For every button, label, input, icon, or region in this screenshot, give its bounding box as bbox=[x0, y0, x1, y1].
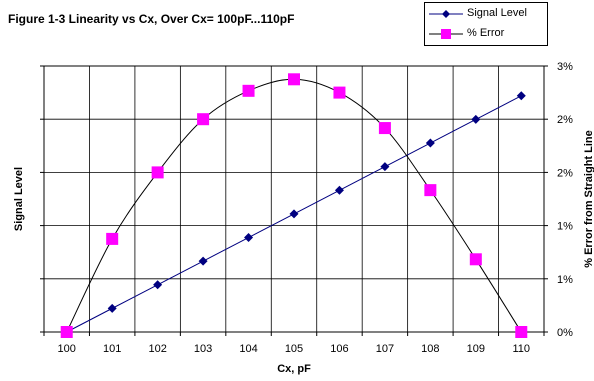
y-right-axis-ticks: 0% 1% 1% 2% 2% 3% bbox=[557, 61, 573, 339]
legend-swatch-signal-level bbox=[429, 10, 463, 18]
legend-label-error: % Error bbox=[467, 27, 505, 39]
x-axis-label: Cx, pF bbox=[277, 363, 311, 375]
data-point-error bbox=[242, 84, 255, 97]
x-tick-label: 100 bbox=[58, 343, 76, 355]
x-tick-label: 105 bbox=[285, 343, 303, 355]
x-tick-label: 110 bbox=[512, 343, 530, 355]
data-point-error bbox=[469, 253, 482, 266]
data-point-signal-level bbox=[516, 91, 526, 101]
y-right-tick-label: 2% bbox=[557, 167, 573, 179]
data-point-error bbox=[333, 86, 346, 99]
data-point-signal-level bbox=[380, 162, 390, 172]
data-point-signal-level bbox=[289, 209, 299, 219]
y-right-tick-label: 1% bbox=[557, 221, 573, 233]
x-axis-ticks: 100 101 102 103 104 105 106 107 108 109 110 bbox=[58, 343, 530, 355]
data-point-signal-level bbox=[107, 303, 117, 313]
x-tick-label: 104 bbox=[239, 343, 257, 355]
plot-area bbox=[43, 65, 545, 333]
data-point-signal-level bbox=[471, 114, 481, 124]
legend-swatch-error bbox=[429, 29, 463, 39]
x-tick-label: 102 bbox=[148, 343, 166, 355]
data-point-error bbox=[288, 73, 300, 86]
gridlines bbox=[40, 65, 548, 336]
y-right-tick-label: 1% bbox=[557, 274, 573, 286]
data-point-signal-level bbox=[153, 280, 163, 290]
x-tick-label: 107 bbox=[376, 343, 394, 355]
legend: Signal Level % Error bbox=[424, 2, 548, 46]
data-point-error bbox=[515, 326, 528, 338]
y-right-tick-label: 3% bbox=[557, 61, 573, 73]
data-point-signal-level bbox=[334, 185, 344, 195]
y-right-tick-label: 0% bbox=[557, 327, 573, 339]
data-point-error bbox=[424, 184, 437, 197]
x-tick-label: 101 bbox=[103, 343, 121, 355]
data-point-signal-level bbox=[244, 233, 254, 243]
series-markers bbox=[60, 73, 528, 338]
data-point-signal-level bbox=[425, 138, 435, 148]
legend-item-error: % Error bbox=[425, 25, 547, 43]
y-right-axis-label: % Error from Straight Line bbox=[583, 130, 594, 268]
data-point-error bbox=[151, 166, 164, 179]
x-tick-label: 106 bbox=[330, 343, 348, 355]
legend-label-signal-level: Signal Level bbox=[467, 7, 527, 19]
data-point-error bbox=[378, 122, 391, 135]
x-tick-label: 103 bbox=[194, 343, 212, 355]
data-point-signal-level bbox=[198, 256, 208, 266]
data-point-error bbox=[106, 232, 119, 245]
chart-title: Figure 1-3 Linearity vs Cx, Over Cx= 100… bbox=[8, 12, 295, 26]
y-right-tick-label: 2% bbox=[557, 114, 573, 126]
x-tick-label: 108 bbox=[421, 343, 439, 355]
data-point-error bbox=[60, 326, 73, 338]
y-left-axis-label: Signal Level bbox=[13, 167, 25, 231]
data-point-error bbox=[197, 113, 210, 126]
legend-item-signal-level: Signal Level bbox=[425, 5, 547, 23]
x-tick-label: 109 bbox=[467, 343, 485, 355]
